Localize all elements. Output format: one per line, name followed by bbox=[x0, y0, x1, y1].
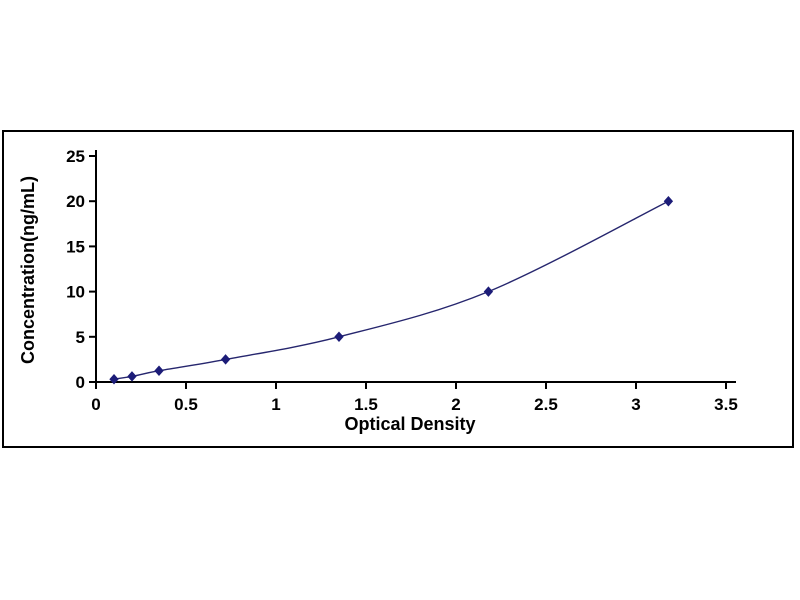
y-tick-label: 25 bbox=[66, 147, 85, 166]
data-point-marker bbox=[109, 373, 119, 385]
data-point-marker bbox=[334, 331, 344, 343]
y-tick-label: 0 bbox=[76, 373, 85, 392]
x-tick-label: 2.5 bbox=[534, 395, 558, 414]
y-tick-label: 5 bbox=[76, 328, 85, 347]
x-tick-label: 3.5 bbox=[714, 395, 738, 414]
x-tick-label: 3 bbox=[631, 395, 640, 414]
standard-curve-chart: Optical Density Concentration(ng/mL) 0 0.… bbox=[2, 130, 794, 448]
y-tick-label: 15 bbox=[66, 237, 85, 256]
data-point-marker bbox=[483, 286, 494, 297]
data-point-marker bbox=[154, 365, 164, 376]
y-axis-label: Concentration(ng/mL) bbox=[18, 176, 38, 364]
x-tick-label: 0 bbox=[91, 395, 100, 414]
data-point-marker bbox=[127, 371, 137, 382]
data-point-marker bbox=[663, 195, 674, 207]
x-tick-label: 1.5 bbox=[354, 395, 378, 414]
x-tick-label: 2 bbox=[451, 395, 460, 414]
chart-plot-area: Optical Density Concentration(ng/mL) 0 0.… bbox=[18, 147, 738, 434]
series-line bbox=[113, 200, 669, 380]
y-tick-label: 20 bbox=[66, 192, 85, 211]
data-point-marker bbox=[220, 354, 231, 365]
x-axis-label: Optical Density bbox=[344, 414, 475, 434]
x-tick-label: 1 bbox=[271, 395, 280, 414]
x-tick-label: 0.5 bbox=[174, 395, 198, 414]
y-tick-label: 10 bbox=[66, 283, 85, 302]
